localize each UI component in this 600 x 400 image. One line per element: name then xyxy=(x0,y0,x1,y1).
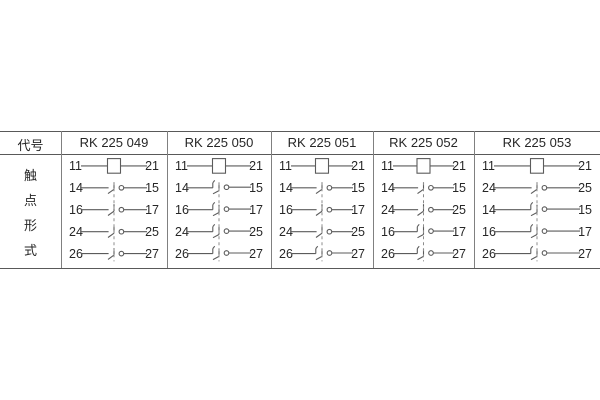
svg-text:24: 24 xyxy=(279,225,293,239)
svg-text:25: 25 xyxy=(351,225,365,239)
svg-text:14: 14 xyxy=(482,203,496,217)
svg-text:25: 25 xyxy=(145,225,159,239)
svg-text:14: 14 xyxy=(279,181,293,195)
svg-text:17: 17 xyxy=(351,203,365,217)
svg-text:11: 11 xyxy=(279,159,292,173)
svg-text:11: 11 xyxy=(381,159,394,173)
svg-text:14: 14 xyxy=(381,181,395,195)
svg-text:25: 25 xyxy=(452,203,466,217)
svg-text:21: 21 xyxy=(351,159,365,173)
svg-text:24: 24 xyxy=(175,225,189,239)
svg-text:24: 24 xyxy=(381,203,395,217)
svg-text:27: 27 xyxy=(145,247,159,261)
svg-text:27: 27 xyxy=(452,247,466,261)
svg-text:16: 16 xyxy=(175,203,189,217)
svg-text:11: 11 xyxy=(175,159,188,173)
svg-text:26: 26 xyxy=(482,247,496,261)
svg-text:14: 14 xyxy=(69,181,83,195)
svg-text:17: 17 xyxy=(452,225,466,239)
svg-text:21: 21 xyxy=(452,159,466,173)
svg-text:15: 15 xyxy=(351,181,365,195)
svg-text:26: 26 xyxy=(69,247,83,261)
svg-text:26: 26 xyxy=(175,247,189,261)
svg-text:11: 11 xyxy=(69,159,82,173)
svg-text:26: 26 xyxy=(381,247,395,261)
svg-text:16: 16 xyxy=(279,203,293,217)
svg-text:21: 21 xyxy=(249,159,263,173)
svg-text:15: 15 xyxy=(578,203,592,217)
svg-text:11: 11 xyxy=(482,159,495,173)
svg-text:26: 26 xyxy=(279,247,293,261)
svg-text:27: 27 xyxy=(351,247,365,261)
svg-text:27: 27 xyxy=(578,247,592,261)
svg-text:14: 14 xyxy=(175,181,189,195)
svg-text:24: 24 xyxy=(69,225,83,239)
svg-text:24: 24 xyxy=(482,181,496,195)
svg-text:17: 17 xyxy=(145,203,159,217)
svg-text:16: 16 xyxy=(482,225,496,239)
svg-text:25: 25 xyxy=(578,181,592,195)
svg-text:21: 21 xyxy=(145,159,159,173)
svg-text:15: 15 xyxy=(145,181,159,195)
svg-text:27: 27 xyxy=(249,247,263,261)
svg-text:15: 15 xyxy=(249,181,263,195)
svg-text:15: 15 xyxy=(452,181,466,195)
svg-text:21: 21 xyxy=(578,159,592,173)
svg-text:16: 16 xyxy=(69,203,83,217)
svg-text:17: 17 xyxy=(249,203,263,217)
svg-text:25: 25 xyxy=(249,225,263,239)
svg-text:16: 16 xyxy=(381,225,395,239)
svg-text:17: 17 xyxy=(578,225,592,239)
